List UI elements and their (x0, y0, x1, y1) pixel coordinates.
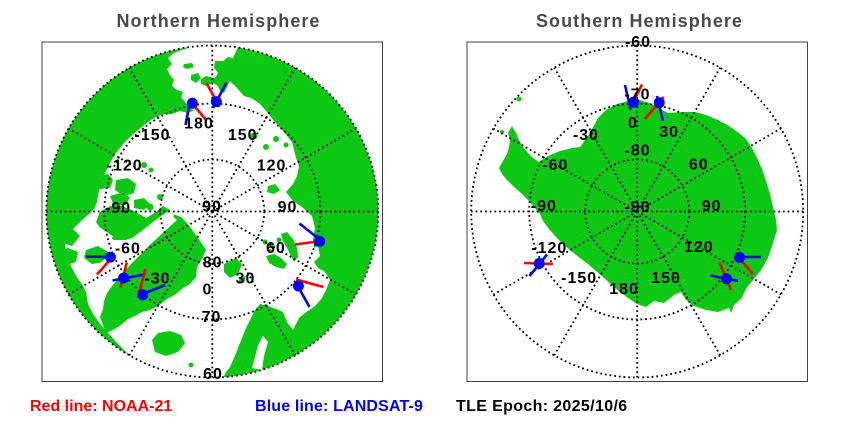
svg-text:-70: -70 (624, 87, 650, 104)
svg-text:-150: -150 (134, 127, 170, 144)
svg-text:30: 30 (659, 124, 679, 141)
svg-text:-150: -150 (561, 270, 597, 287)
svg-text:30: 30 (236, 271, 256, 288)
svg-text:90: 90 (202, 199, 222, 216)
svg-text:0: 0 (628, 115, 638, 132)
svg-text:-90: -90 (105, 200, 131, 217)
svg-text:90: 90 (702, 198, 722, 215)
svg-text:-90: -90 (625, 199, 651, 216)
svg-text:-90: -90 (531, 198, 557, 215)
svg-text:-30: -30 (573, 127, 599, 144)
svg-text:80: 80 (203, 255, 223, 272)
svg-text:-60: -60 (625, 34, 651, 51)
svg-text:-120: -120 (107, 158, 143, 175)
svg-text:-60: -60 (115, 241, 141, 258)
svg-text:60: 60 (203, 366, 223, 383)
svg-text:120: 120 (257, 158, 287, 175)
svg-text:90: 90 (278, 199, 298, 216)
svg-text:-30: -30 (144, 271, 170, 288)
svg-text:180: 180 (184, 116, 214, 133)
svg-text:-120: -120 (531, 240, 567, 257)
svg-text:0: 0 (203, 282, 213, 299)
svg-text:150: 150 (228, 127, 258, 144)
svg-text:60: 60 (266, 240, 286, 257)
svg-text:60: 60 (689, 157, 709, 174)
svg-text:70: 70 (202, 309, 222, 326)
svg-text:150: 150 (651, 270, 681, 287)
svg-text:-80: -80 (625, 143, 651, 160)
svg-text:180: 180 (609, 281, 639, 298)
svg-text:-60: -60 (542, 157, 568, 174)
svg-text:120: 120 (684, 239, 714, 256)
